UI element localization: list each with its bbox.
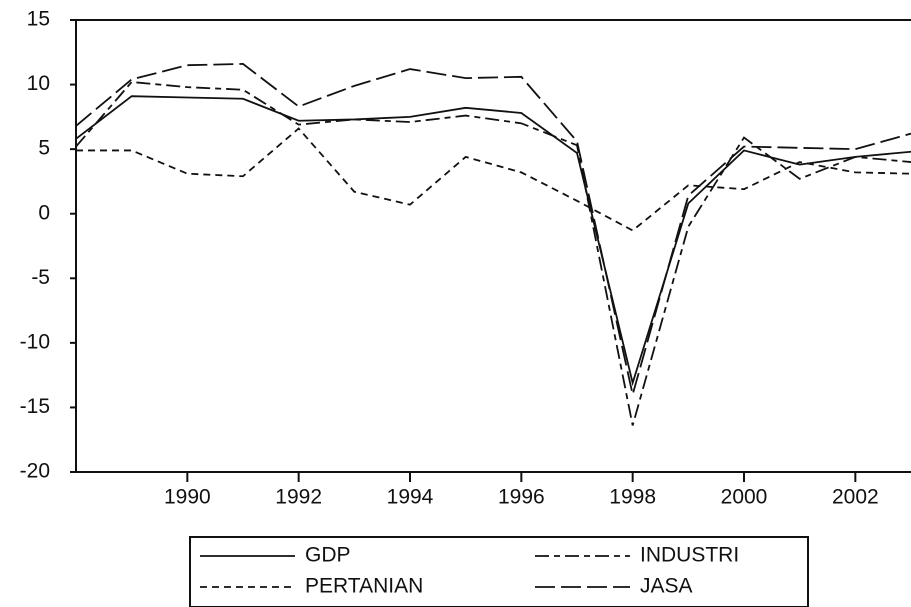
legend-label: PERTANIAN (305, 575, 423, 598)
x-tick-label: 1996 (498, 486, 545, 509)
x-tick-label: 1998 (609, 486, 656, 509)
series-line (75, 81, 911, 426)
legend-label: INDUSTRI (640, 544, 739, 567)
y-tick-label: 10 (27, 72, 50, 95)
x-tick-label: 1992 (275, 486, 322, 509)
y-tick-label: -5 (31, 266, 50, 289)
y-tick-label: -15 (20, 395, 50, 418)
y-tick-label: 5 (38, 137, 50, 160)
legend-label: JASA (640, 575, 693, 598)
y-tick-label: 0 (38, 201, 50, 224)
series-line (75, 63, 911, 395)
y-tick-label: -10 (20, 330, 50, 353)
x-tick-label: 1990 (164, 486, 211, 509)
series-line (75, 95, 911, 387)
y-tick-label: 15 (27, 8, 50, 31)
x-tick-label: 1994 (387, 486, 434, 509)
y-tick-label: -20 (20, 460, 50, 483)
plot-frame (75, 19, 911, 473)
x-tick-label: 2000 (721, 486, 768, 509)
legend-label: GDP (305, 544, 351, 567)
x-tick-label: 2002 (832, 486, 879, 509)
legend-box (189, 536, 809, 607)
series-line (76, 127, 911, 232)
